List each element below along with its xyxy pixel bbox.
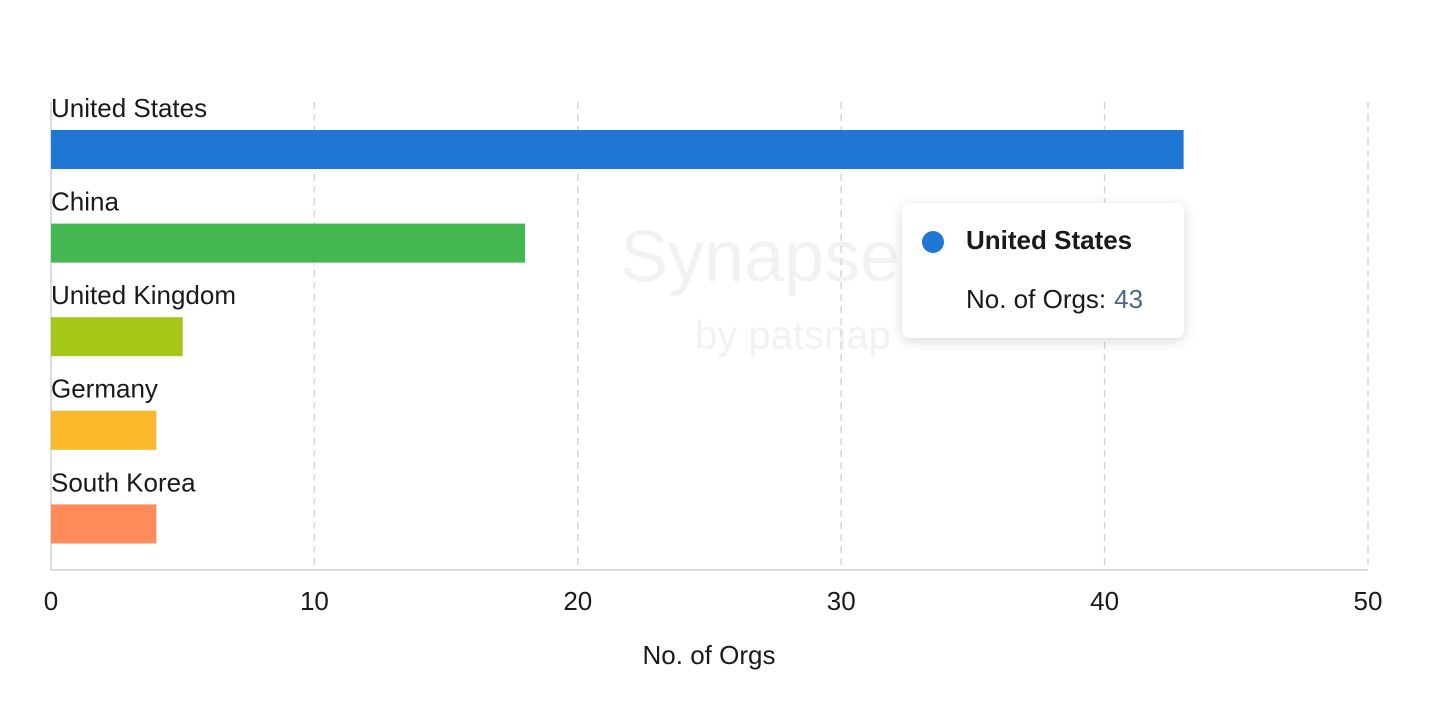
category-label: Germany bbox=[51, 374, 158, 404]
category-label: China bbox=[51, 186, 119, 216]
tooltip-marker bbox=[922, 231, 944, 253]
x-axis-label: No. of Orgs bbox=[643, 640, 776, 670]
bar bbox=[51, 504, 157, 544]
x-tick-label: 50 bbox=[1354, 586, 1383, 616]
tooltip-value: 43 bbox=[1114, 284, 1143, 314]
bar bbox=[51, 130, 1184, 169]
tooltip-row: No. of Orgs: 43 bbox=[966, 284, 1143, 314]
tooltip-box bbox=[902, 203, 1184, 338]
watermark: Synapse by patsnap bbox=[620, 217, 900, 358]
tooltip: United States No. of Orgs: 43 bbox=[902, 203, 1184, 338]
tooltip-category: United States bbox=[966, 225, 1132, 255]
category-label: South Korea bbox=[51, 467, 196, 497]
bar bbox=[51, 410, 157, 450]
tooltip-label: No. of Orgs: bbox=[966, 284, 1106, 314]
bar bbox=[51, 223, 526, 263]
x-tick-label: 20 bbox=[563, 586, 592, 616]
x-tick-label: 0 bbox=[44, 586, 58, 616]
x-tick-label: 40 bbox=[1090, 586, 1119, 616]
x-tick-label: 30 bbox=[827, 586, 856, 616]
category-label: United Kingdom bbox=[51, 280, 236, 310]
x-tick-label: 10 bbox=[300, 586, 329, 616]
category-label: United States bbox=[51, 93, 207, 123]
bar bbox=[51, 317, 183, 357]
watermark-subtitle: by patsnap bbox=[695, 314, 891, 358]
watermark-title: Synapse bbox=[620, 217, 900, 297]
